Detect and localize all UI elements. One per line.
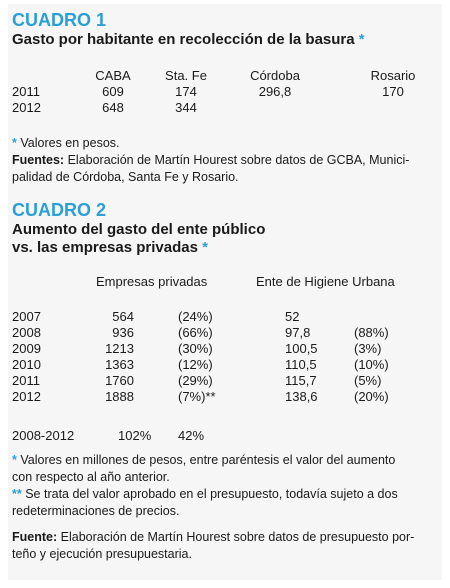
cuadro2-total-period: 2008-2012 [12, 428, 75, 443]
cuadro2-cell: 97,8 [285, 325, 311, 340]
cuadro2-note1-asterisk: * [12, 453, 17, 467]
cuadro2-title-asterisk: * [202, 239, 208, 256]
cuadro1-title: Gasto por habitante en recolección de la… [12, 31, 365, 49]
cuadro2-cell: (29%) [178, 373, 213, 388]
cuadro2-row-year: 2009 [12, 341, 41, 356]
cuadro2-cell: (10%) [354, 357, 389, 372]
cuadro2-row-year: 2007 [12, 309, 41, 324]
cuadro2-cell: 564 [112, 309, 134, 324]
cuadro2-note2: ** Se trata del valor aprobado en el pre… [12, 486, 398, 503]
cuadro1-row-year: 2011 [12, 84, 40, 99]
cuadro1-sources-line2: palidad de Córdoba, Santa Fe y Rosario. [12, 170, 239, 184]
cuadro2-cell: (30%) [178, 341, 213, 356]
cuadro1-title-text: Gasto por habitante en recolección de la… [12, 31, 355, 48]
cuadro1-col-stafe: Sta. Fe [165, 68, 207, 83]
cuadro2-source-label: Fuente: [12, 530, 58, 544]
cuadro2-row-year: 2012 [12, 389, 41, 404]
cuadro2-heading: CUADRO 2 [12, 200, 107, 220]
cuadro1-col-rosario: Rosario [370, 68, 416, 83]
cuadro2-cell: 115,7 [285, 373, 317, 388]
cuadro1-note: * Valores en pesos. [12, 135, 120, 152]
cuadro1-cell: 296,8 [258, 84, 292, 99]
cuadro2-total-private: 102% [118, 428, 152, 443]
cuadro2-total-public: 42% [178, 428, 205, 443]
cuadro2-cell: 1363 [105, 357, 134, 372]
cuadro2-cell: 1213 [105, 341, 134, 356]
cuadro2-row-year: 2010 [12, 357, 41, 372]
cuadro2-cell: (3%) [354, 341, 382, 356]
cuadro2-cell: 936 [112, 325, 134, 340]
cuadro2-note2-asterisk: ** [12, 487, 22, 501]
cuadro2-note1: * Valores en millones de pesos, entre pa… [12, 452, 395, 469]
cuadro2-col-public: Ente de Higiene Urbana [256, 274, 395, 289]
cuadro1-cell: 648 [102, 100, 124, 115]
cuadro2-note2-line2: redeterminaciones de precios. [12, 504, 180, 518]
cuadro1-col-caba: CABA [95, 68, 131, 83]
cuadro1-sources-label: Fuentes: [12, 153, 65, 167]
cuadro2-row-year: 2008 [12, 325, 41, 340]
cuadro2-cell: (12%) [178, 357, 213, 372]
cuadro2-note2-line1: Se trata del valor aprobado en el presup… [25, 487, 398, 501]
cuadro1-cell: 609 [102, 84, 124, 99]
cuadro1-sources-line1: Elaboración de Martín Hourest sobre dato… [67, 153, 410, 167]
cuadro2-cell: 52 [285, 309, 300, 324]
cuadro1-title-asterisk: * [358, 31, 365, 48]
cuadro2-cell: 1888 [105, 389, 134, 404]
cuadro2-title-line1: Aumento del gasto del ente público [12, 221, 266, 238]
cuadro2-cell: (88%) [354, 325, 389, 340]
cuadro2-source-line2: teño y ejecución presupuestaria. [12, 547, 192, 561]
cuadro2-note1-line1: Valores en millones de pesos, entre paré… [20, 453, 396, 467]
cuadro2-cell: (66%) [178, 325, 213, 340]
cuadro2-title-line2: vs. las empresas privadas * [12, 239, 208, 257]
cuadro1-note-text: Valores en pesos. [20, 136, 120, 150]
cuadro2-cell: 110,5 [285, 357, 317, 372]
cuadro1-cell: 344 [175, 100, 197, 115]
cuadro1-cell: 170 [382, 84, 404, 99]
cuadro2-title-text: vs. las empresas privadas [12, 239, 198, 256]
cuadro2-source: Fuente: Elaboración de Martín Hourest so… [12, 529, 414, 546]
cuadro2-source-line1: Elaboración de Martín Hourest sobre dato… [60, 530, 415, 544]
cuadro1-sources: Fuentes: Elaboración de Martín Hourest s… [12, 152, 409, 169]
cuadro2-cell: 100,5 [285, 341, 318, 356]
cuadro2-cell: 138,6 [285, 389, 318, 404]
cuadro2-note1-line2: con respecto al año anterior. [12, 470, 170, 484]
data-panel: CUADRO 1 Gasto por habitante en recolecc… [8, 4, 442, 580]
cuadro1-heading: CUADRO 1 [12, 10, 107, 30]
cuadro2-row-year: 2011 [12, 373, 40, 388]
cuadro2-cell: (7%)** [178, 389, 216, 404]
cuadro2-cell: (20%) [354, 389, 389, 404]
cuadro2-cell: 1760 [105, 373, 134, 388]
cuadro1-cell: 174 [175, 84, 197, 99]
cuadro2-cell: (24%) [178, 309, 213, 324]
cuadro1-note-asterisk: * [12, 136, 17, 150]
cuadro2-cell: (5%) [354, 373, 382, 388]
cuadro2-col-private: Empresas privadas [96, 274, 208, 289]
cuadro1-col-cordoba: Córdoba [250, 68, 300, 83]
cuadro1-row-year: 2012 [12, 100, 41, 115]
